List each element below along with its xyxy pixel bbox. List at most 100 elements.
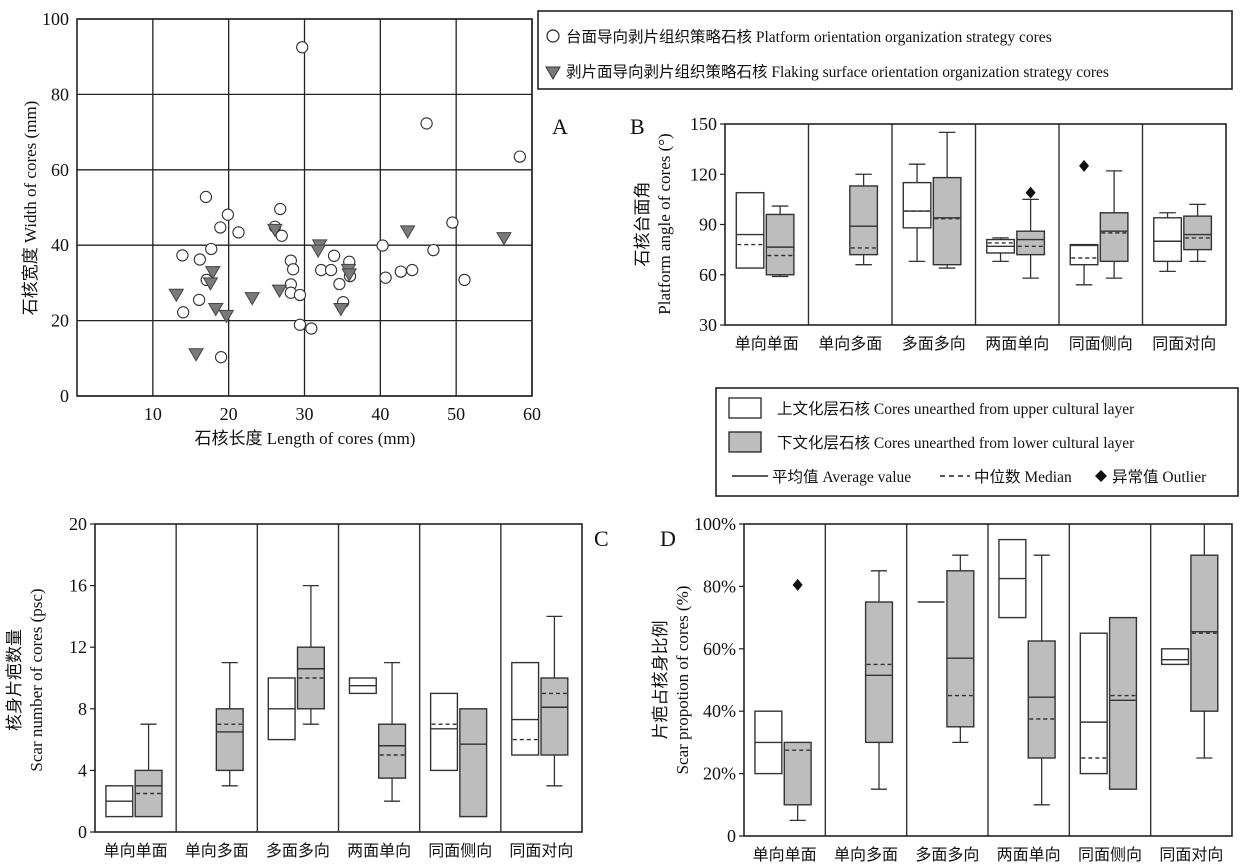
- plot-frame-a: [76, 18, 533, 397]
- scatter-point-triangle: [496, 232, 512, 246]
- y-tick-label: 60: [699, 265, 717, 285]
- y-tick-label: 100%: [694, 514, 736, 534]
- scatter-point-circle: [214, 221, 227, 234]
- lower-layer-box: [1183, 215, 1213, 251]
- panel-label-d: D: [660, 526, 676, 551]
- scatter-point-triangle: [188, 348, 204, 362]
- x-axis-label-a: 石核长度 Length of cores (mm): [195, 429, 416, 448]
- scatter-point-triangle: [168, 288, 185, 303]
- category-label: 同面侧向: [428, 841, 492, 860]
- category-label: 两面单向: [997, 845, 1061, 864]
- y-tick-label: 8: [78, 699, 87, 719]
- legend-a-item-circle: 台面导向剥片组织策略石核 Platform orientation organi…: [566, 28, 1052, 46]
- x-tick-label: 20: [220, 404, 238, 424]
- scatter-point-circle: [232, 226, 245, 239]
- y-axis-label-d-zh: 片疤占核身比例: [651, 621, 670, 740]
- lower-layer-box: [849, 185, 879, 256]
- y-tick-label: 90: [699, 215, 717, 235]
- scatter-point-circle: [324, 263, 338, 277]
- boxplot-panel-b: 30 60 90 120 150 单向单面 单向多面 多面多向 两面单向 同面侧向 同面对向: [690, 114, 1227, 353]
- scatter-point-triangle: [333, 303, 349, 317]
- lower-layer-box: [215, 708, 244, 772]
- category-label: 单向单面: [735, 334, 799, 353]
- y-tick-label: 0: [727, 826, 736, 846]
- x-tick-label: 30: [296, 404, 314, 424]
- legend-a-item-triangle: 剥片面导向剥片组织策略石核 Flaking surface orientatio…: [566, 63, 1109, 81]
- scatter-point-circle: [394, 265, 407, 278]
- legend-lower-swatch-icon: [728, 431, 762, 453]
- scatter-point-triangle: [271, 284, 288, 299]
- y-axis-label-d-en: Scar propotion of cores (%): [673, 586, 692, 775]
- upper-layer-box: [902, 181, 932, 229]
- y-tick-label: 30: [699, 315, 717, 335]
- category-label: 两面单向: [347, 841, 411, 860]
- scatter-point-triangle: [399, 225, 416, 239]
- plot-frame: [743, 523, 1233, 837]
- boxplot-panel-d: 0 20% 40% 60% 80% 100% 单向单面 单向多面 多面多向 两面单向 同面侧向 同面对…: [694, 514, 1233, 864]
- y-tick-label: 0: [78, 822, 87, 842]
- y-axis-label-c-en: Scar number of cores (psc): [27, 588, 46, 771]
- y-axis-label-c-zh: 核身片疤数量: [5, 629, 24, 731]
- scatter-point-triangle: [341, 268, 358, 282]
- lower-layer-box: [932, 176, 962, 266]
- lower-layer-box: [377, 723, 407, 779]
- x-tick-label: 50: [447, 404, 465, 424]
- legend-triangle-icon: [545, 66, 561, 80]
- scatter-point-circle: [406, 263, 419, 277]
- lower-layer-box: [1016, 230, 1046, 256]
- y-tick-label: 16: [69, 576, 87, 596]
- y-tick-label: 80: [51, 84, 69, 104]
- scatter-panel-a: 10 20 30 40 50 60 0 20 40 60 80 100: [42, 9, 541, 424]
- boxplot-panel-c: 0 4 8 12 16 20 单向单面 单向多面 多面多向 两面单向 同面侧向 同面对向: [69, 514, 583, 860]
- legend-circle-icon: [546, 29, 560, 43]
- scatter-point-circle: [214, 351, 228, 364]
- category-label: 两面单向: [985, 334, 1049, 353]
- scatter-point-circle: [427, 243, 440, 257]
- scatter-point-circle: [296, 41, 309, 54]
- scatter-point-triangle: [244, 292, 261, 306]
- upper-layer-box: [735, 191, 765, 269]
- y-axis-label-b-en: Platform angle of cores (°): [655, 133, 674, 314]
- legend-lower-label: 下文化层石核 Cores unearthed from lower cultur…: [777, 434, 1135, 452]
- category-label: 多面多向: [266, 841, 330, 860]
- legend-outlier-label: 异常值 Outlier: [1112, 468, 1207, 486]
- category-label: 同面对向: [509, 841, 573, 860]
- y-tick-label: 100: [42, 9, 69, 29]
- legend-box: 上文化层石核 Cores unearthed from upper cultur…: [715, 387, 1239, 497]
- lower-layer-box: [864, 601, 894, 744]
- scatter-point-circle: [458, 273, 471, 287]
- lower-layer-box: [946, 570, 975, 728]
- legend-median-label: 中位数 Median: [974, 468, 1072, 486]
- y-tick-label: 40%: [703, 701, 736, 721]
- legend-upper-swatch-icon: [728, 397, 762, 419]
- lower-layer-box: [540, 677, 569, 756]
- category-label: 单向多面: [818, 334, 882, 353]
- scatter-point-circle: [192, 293, 206, 307]
- category-label: 单向多面: [834, 845, 898, 864]
- scatter-point-triangle: [218, 309, 235, 324]
- upper-layer-box: [429, 692, 459, 772]
- upper-layer-box: [1069, 243, 1099, 266]
- legend-outlier-diamond-icon: [1095, 470, 1107, 482]
- y-tick-label: 20%: [703, 764, 736, 784]
- scatter-point-circle: [286, 263, 300, 276]
- scatter-point-circle: [293, 318, 307, 331]
- lower-layer-box: [783, 741, 812, 806]
- category-label: 多面多向: [902, 334, 966, 353]
- scatter-point-circle: [205, 242, 218, 256]
- y-axis-label-d: 片疤占核身比例 Scar propotion of cores (%): [651, 586, 692, 775]
- scatter-point-circle: [420, 117, 433, 130]
- category-label: 同面对向: [1159, 845, 1223, 864]
- y-tick-label: 12: [69, 637, 87, 657]
- y-axis-label-c: 核身片疤数量 Scar number of cores (psc): [5, 588, 46, 771]
- panel-label-a: A: [552, 114, 568, 139]
- scatter-point-circle: [327, 249, 341, 262]
- legend-mean-label: 平均值 Average value: [772, 468, 911, 486]
- category-label: 同面对向: [1152, 334, 1216, 353]
- category-label: 单向多面: [185, 841, 249, 860]
- scatter-point-triangle: [267, 223, 283, 238]
- upper-layer-box: [511, 661, 540, 756]
- y-tick-label: 60%: [703, 639, 736, 659]
- panel-label-c: C: [594, 526, 609, 551]
